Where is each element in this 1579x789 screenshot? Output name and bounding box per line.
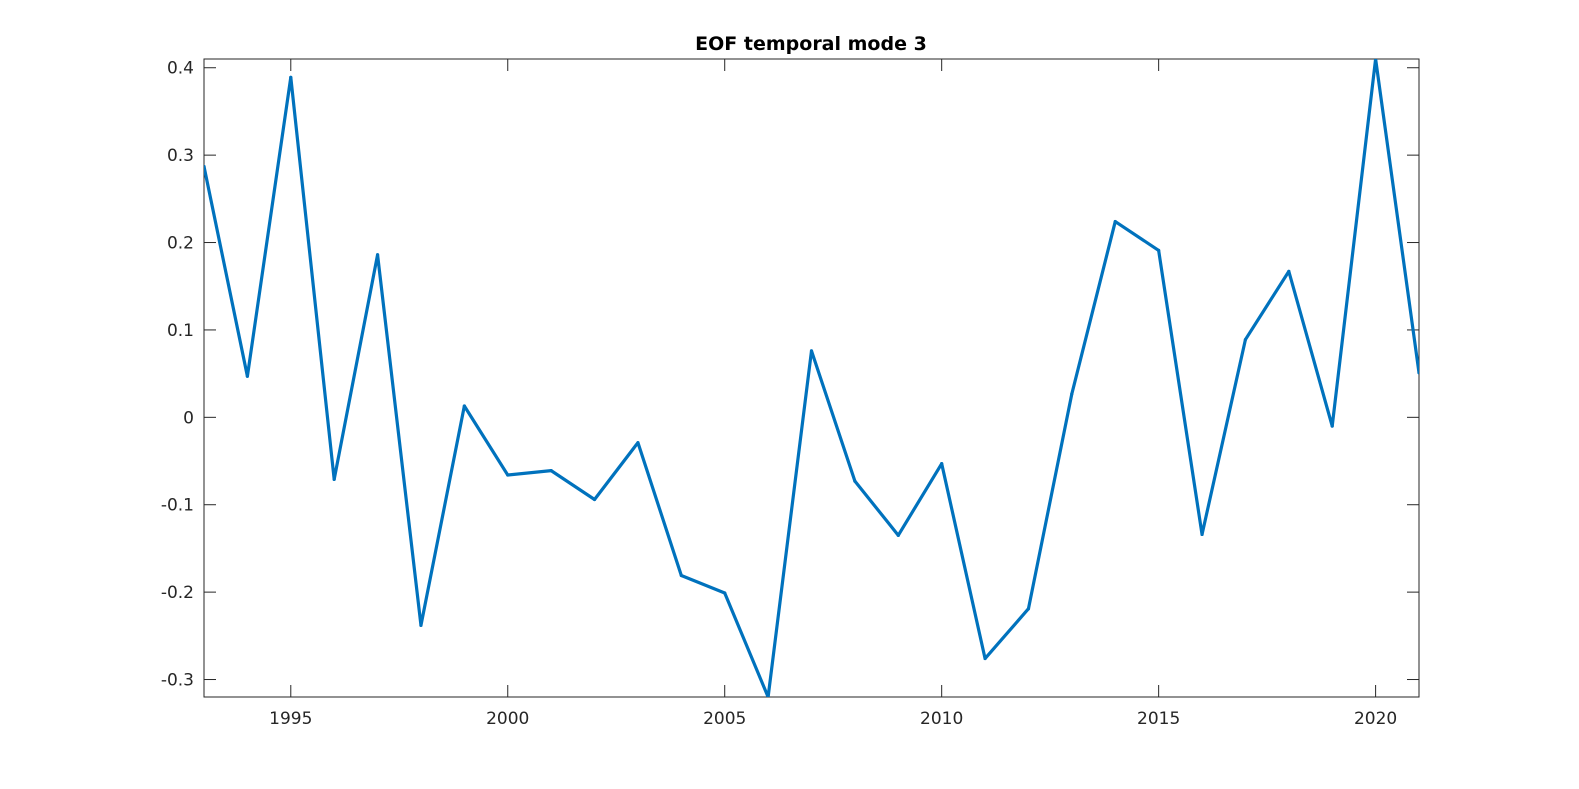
- data-point: [1330, 424, 1334, 428]
- data-point: [375, 253, 380, 257]
- data-point: [983, 656, 987, 661]
- chart-title: EOF temporal mode 3: [695, 33, 927, 55]
- data-point: [1200, 532, 1204, 537]
- data-point: [809, 349, 814, 353]
- data-point: [723, 591, 727, 595]
- y-tick-label: 0: [183, 408, 194, 428]
- data-point: [1243, 337, 1248, 342]
- y-tick-label: -0.3: [161, 671, 194, 691]
- data-point: [1070, 392, 1074, 396]
- y-tick-label: 0.3: [167, 146, 194, 166]
- x-tick-label: 2010: [920, 709, 963, 729]
- data-point: [1374, 59, 1378, 61]
- data-point: [636, 441, 640, 445]
- data-point: [1287, 269, 1291, 273]
- data-point: [1157, 248, 1161, 252]
- data-point: [332, 477, 336, 481]
- y-tick-label: -0.1: [161, 496, 194, 516]
- x-tick-label: 2005: [703, 709, 746, 729]
- y-tick-label: -0.2: [161, 583, 194, 603]
- data-point: [1417, 371, 1419, 375]
- data-point: [1113, 219, 1117, 224]
- data-point: [204, 164, 206, 169]
- y-tick-label: 0.2: [167, 234, 194, 254]
- data-point: [896, 533, 900, 537]
- y-tick-label: 0.4: [167, 59, 194, 79]
- x-tick-label: 2000: [486, 709, 529, 729]
- data-point: [506, 473, 510, 477]
- data-point: [853, 479, 857, 483]
- plot-area: 1995 2000 2005 2010 2015 2020 -0.3 -0.2 -0.1 0 0.1…: [161, 58, 1420, 729]
- data-point: [940, 462, 944, 466]
- x-tick-label: 1995: [269, 709, 312, 729]
- y-tick-label: 0.1: [167, 321, 194, 341]
- series-line: [204, 59, 1419, 697]
- data-point: [419, 623, 423, 627]
- x-tick-label: 2020: [1354, 709, 1397, 729]
- data-point: [549, 469, 553, 473]
- data-point: [462, 404, 466, 408]
- data-point: [1026, 607, 1031, 611]
- data-point: [245, 374, 249, 378]
- data-point: [592, 497, 597, 502]
- x-tick-label: 2015: [1137, 709, 1180, 729]
- data-point: [766, 695, 770, 697]
- data-point: [289, 75, 293, 79]
- data-point: [679, 573, 683, 578]
- axes-box: [203, 58, 1420, 698]
